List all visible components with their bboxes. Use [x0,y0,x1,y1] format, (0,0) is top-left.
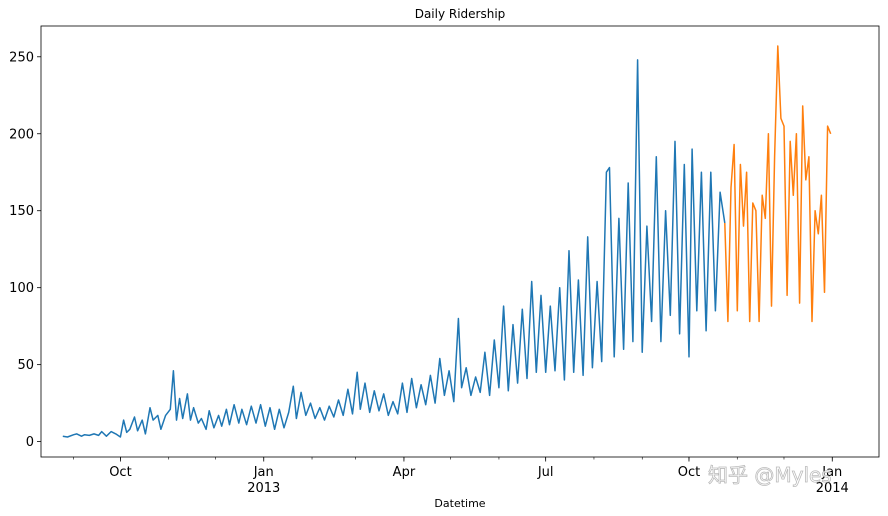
x-axis-label: Datetime [434,497,485,510]
series-line-1 [62,59,726,438]
y-tick-label: 50 [17,358,34,373]
x-tick-label: Oct [109,465,131,480]
y-tick-label: 100 [9,281,34,296]
y-tick-label: 250 [9,50,34,65]
x-tick-label: Jan [253,465,274,480]
watermark: 知乎 @Myles [708,463,832,487]
x-tick-year-label: 2014 [816,481,849,496]
x-tick-label: Oct [678,465,700,480]
x-tick-label: Jul [537,465,554,480]
plot-frame [40,25,880,458]
series-layer [62,45,832,438]
y-tick-label: 0 [26,435,34,450]
x-tick-year-label: 2013 [247,481,280,496]
y-tick-label: 200 [9,127,34,142]
chart-title: Daily Ridership [415,7,506,21]
y-tick-label: 150 [9,204,34,219]
x-tick-label: Apr [393,465,416,480]
series-line-2 [724,45,832,323]
x-tick-label: Jan [821,465,842,480]
y-axis: 0 50 100 150 200 250 [9,50,41,450]
